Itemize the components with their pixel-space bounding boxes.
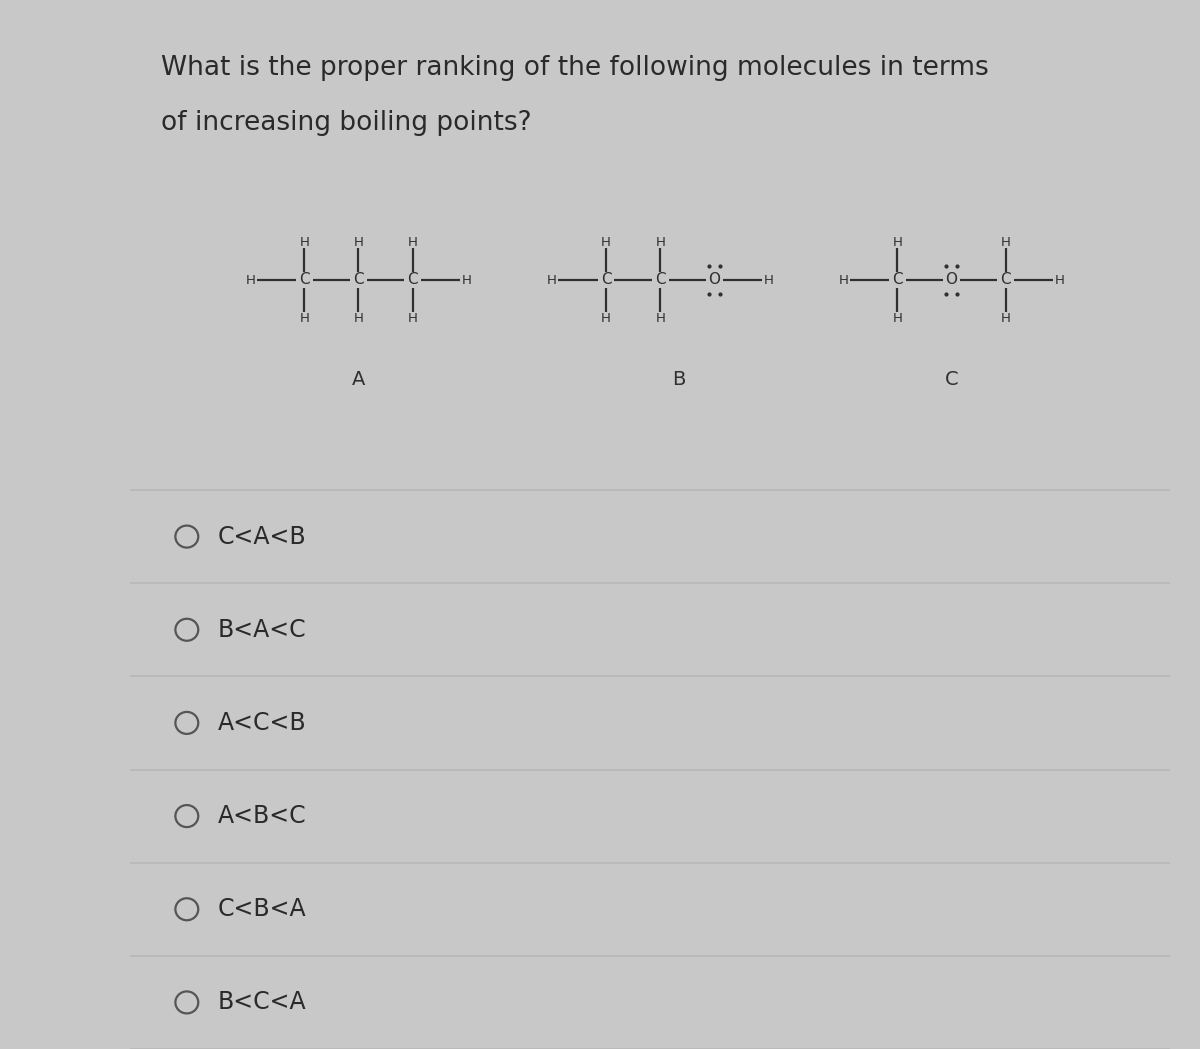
Text: B<C<A: B<C<A: [218, 990, 307, 1014]
Text: C: C: [944, 370, 959, 389]
Text: H: H: [893, 235, 902, 249]
Text: C: C: [892, 273, 902, 287]
Text: H: H: [245, 274, 256, 286]
Text: O: O: [708, 273, 720, 287]
Text: A<C<B: A<C<B: [218, 711, 307, 735]
Text: H: H: [354, 312, 364, 324]
Text: C: C: [299, 273, 310, 287]
Text: H: H: [893, 312, 902, 324]
Text: C<B<A: C<B<A: [218, 897, 307, 921]
Text: What is the proper ranking of the following molecules in terms: What is the proper ranking of the follow…: [161, 55, 989, 81]
Text: H: H: [300, 312, 310, 324]
Text: H: H: [547, 274, 557, 286]
Text: H: H: [655, 312, 665, 324]
Text: H: H: [655, 235, 665, 249]
Text: A: A: [352, 370, 365, 389]
Text: C: C: [601, 273, 612, 287]
Text: H: H: [601, 312, 611, 324]
Text: A<B<C: A<B<C: [218, 805, 307, 828]
Text: O: O: [946, 273, 958, 287]
Text: of increasing boiling points?: of increasing boiling points?: [161, 110, 532, 136]
Text: H: H: [1001, 312, 1010, 324]
Text: H: H: [601, 235, 611, 249]
Text: B: B: [672, 370, 686, 389]
Text: H: H: [763, 274, 773, 286]
Text: C<A<B: C<A<B: [218, 524, 307, 549]
Text: C: C: [655, 273, 666, 287]
Text: H: H: [839, 274, 848, 286]
Text: H: H: [1055, 274, 1064, 286]
Text: C: C: [1001, 273, 1010, 287]
Text: C: C: [353, 273, 364, 287]
Text: C: C: [407, 273, 418, 287]
Text: H: H: [408, 312, 418, 324]
Text: H: H: [408, 235, 418, 249]
Text: H: H: [300, 235, 310, 249]
Text: B<A<C: B<A<C: [218, 618, 307, 642]
Text: H: H: [354, 235, 364, 249]
Text: H: H: [462, 274, 472, 286]
Text: H: H: [1001, 235, 1010, 249]
